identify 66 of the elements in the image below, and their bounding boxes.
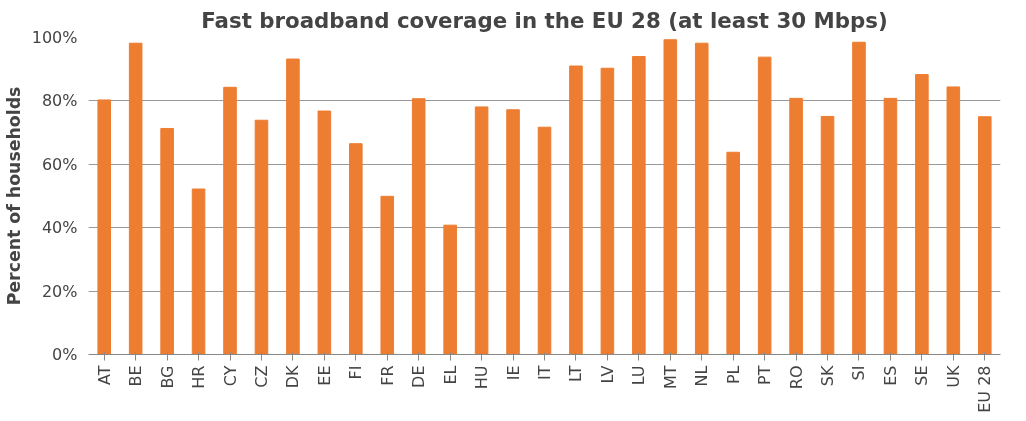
x-tick-label: LT xyxy=(566,365,586,382)
bar xyxy=(663,39,678,355)
bar xyxy=(317,110,332,355)
x-tick-label: ES xyxy=(880,365,900,386)
bar xyxy=(286,58,300,355)
x-tick-label: PT xyxy=(755,365,775,385)
bar xyxy=(160,127,174,355)
x-tick-label: BG xyxy=(157,365,177,389)
bar xyxy=(726,151,740,355)
bar xyxy=(569,65,583,355)
chart-title: Fast broadband coverage in the EU 28 (at least 30 Mbps) xyxy=(201,7,888,33)
bar xyxy=(852,41,866,355)
y-tick-label: 0% xyxy=(52,345,78,364)
bar xyxy=(411,98,426,355)
bar xyxy=(915,74,929,355)
x-tick-label: PL xyxy=(723,365,743,385)
bar xyxy=(474,106,489,355)
x-tick-label: AT xyxy=(94,365,114,385)
bar xyxy=(191,188,206,355)
x-tick-label: SE xyxy=(912,365,932,386)
y-tick-label: 40% xyxy=(41,218,78,238)
bar xyxy=(380,195,395,355)
x-tick-label: IE xyxy=(503,365,523,381)
bar xyxy=(506,109,520,355)
y-tick-label: 100% xyxy=(31,28,78,47)
y-axis-title: Percent of households xyxy=(3,86,24,306)
bar xyxy=(789,97,803,355)
x-tick-label: BE xyxy=(126,365,146,387)
bar xyxy=(97,99,112,355)
x-tick-label: MT xyxy=(660,365,680,390)
x-tick-label: HU xyxy=(472,365,492,390)
y-tick-label: 20% xyxy=(41,281,78,301)
x-tick-label: SK xyxy=(818,364,838,387)
bar xyxy=(128,42,143,355)
x-tick-label: EE xyxy=(314,365,334,386)
bar xyxy=(254,119,269,355)
x-tick-label: DE xyxy=(409,365,429,388)
bar xyxy=(883,97,898,355)
bar xyxy=(537,126,552,355)
bar xyxy=(600,67,615,355)
bar xyxy=(223,86,237,355)
x-tick-label: FI xyxy=(346,365,366,380)
bar xyxy=(632,56,646,355)
x-tick-label: EU 28 xyxy=(975,365,995,413)
x-tick-label: SI xyxy=(849,365,869,381)
x-tick-label: LU xyxy=(629,365,649,386)
x-tick-label: LV xyxy=(597,365,617,384)
bar xyxy=(757,56,772,355)
bar xyxy=(349,143,363,355)
bar xyxy=(820,115,835,355)
x-tick-label: EL xyxy=(440,365,460,385)
bar xyxy=(977,116,992,355)
x-tick-label: NL xyxy=(692,365,712,387)
x-tick-label: HR xyxy=(189,365,209,389)
x-tick-label: DK xyxy=(283,364,303,389)
x-tick-label: RO xyxy=(786,365,806,390)
x-tick-label: UK xyxy=(943,364,963,388)
x-tick-label: CY xyxy=(220,365,240,387)
x-tick-label: IT xyxy=(535,365,554,380)
y-tick-label: 60% xyxy=(41,154,78,174)
y-tick-label: 80% xyxy=(41,91,78,111)
bar xyxy=(443,224,457,355)
bar xyxy=(694,42,709,355)
x-tick-label: FR xyxy=(377,365,397,386)
x-tick-label: CZ xyxy=(251,365,271,388)
bar xyxy=(946,86,961,355)
